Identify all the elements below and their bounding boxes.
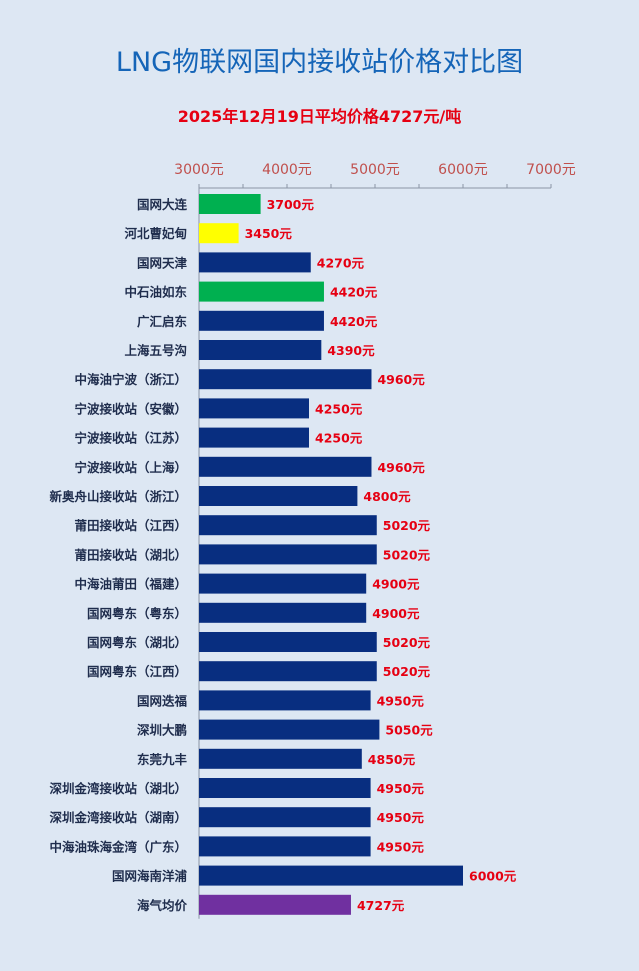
value-label: 4900元	[372, 606, 420, 621]
bar	[199, 194, 261, 214]
value-label: 3700元	[267, 197, 315, 212]
x-tick-label: 5000元	[350, 162, 400, 178]
bar	[199, 223, 239, 244]
category-label: 河北曹妃甸	[124, 226, 187, 241]
bar	[199, 281, 324, 302]
value-label: 4250元	[315, 431, 363, 446]
value-label: 4727元	[357, 898, 405, 913]
bar	[199, 310, 324, 331]
bar	[199, 427, 309, 448]
category-label: 深圳大鹏	[137, 723, 187, 738]
value-label: 4250元	[315, 401, 363, 416]
value-label: 4950元	[377, 810, 425, 825]
bar	[199, 340, 322, 360]
category-label: 莆田接收站（湖北）	[74, 547, 187, 562]
category-label: 中海油莆田（福建）	[74, 577, 187, 592]
value-label: 4800元	[363, 489, 411, 504]
value-label: 4950元	[377, 839, 425, 854]
category-label: 国网迭福	[137, 693, 188, 708]
x-tick-label: 6000元	[438, 162, 488, 178]
value-label: 4900元	[372, 577, 420, 592]
category-label: 国网海南洋浦	[112, 869, 188, 884]
category-label: 国网粤东（湖北）	[87, 635, 187, 650]
value-label: 4950元	[377, 693, 425, 708]
value-label: 4390元	[327, 343, 375, 358]
chart-title: LNG物联网国内接收站价格对比图	[115, 47, 524, 78]
value-label: 4420元	[330, 314, 378, 329]
category-label: 东莞九丰	[137, 752, 188, 767]
bar	[199, 865, 463, 886]
value-label: 4270元	[317, 255, 365, 270]
category-label: 宁波接收站（安徽）	[74, 401, 187, 416]
category-label: 中海油珠海金湾（广东）	[49, 839, 187, 854]
x-tick-label: 3000元	[174, 162, 224, 178]
bar	[199, 515, 377, 536]
bar	[199, 632, 377, 652]
category-label: 国网粤东（粤东）	[87, 606, 187, 621]
category-label: 国网粤东（江西）	[87, 664, 187, 679]
category-label: 深圳金湾接收站（湖北）	[49, 781, 187, 796]
bar	[199, 836, 371, 857]
bar	[199, 807, 371, 828]
category-label: 上海五号沟	[124, 343, 187, 358]
value-label: 5020元	[383, 635, 431, 650]
category-label: 国网天津	[137, 255, 188, 270]
bar	[199, 602, 367, 623]
bar	[199, 544, 377, 565]
value-label: 5020元	[383, 547, 431, 562]
category-label: 宁波接收站（上海）	[74, 460, 187, 475]
category-label: 国网大连	[137, 197, 188, 212]
value-label: 6000元	[469, 869, 517, 884]
category-label: 深圳金湾接收站（湖南）	[49, 810, 187, 825]
bar	[199, 486, 358, 506]
value-label: 5050元	[385, 723, 433, 738]
category-label: 中海油宁波（浙江）	[74, 372, 187, 387]
x-tick-label: 7000元	[526, 162, 576, 178]
value-label: 4420元	[330, 285, 378, 300]
value-label: 3450元	[245, 226, 293, 241]
bar	[199, 661, 377, 682]
value-label: 4960元	[377, 372, 425, 387]
bar	[199, 252, 311, 273]
bar	[199, 398, 309, 419]
bar	[199, 778, 371, 798]
category-label: 中石油如东	[124, 285, 187, 300]
chart-subtitle: 2025年12月19日平均价格4727元/吨	[177, 107, 462, 126]
x-tick-label: 4000元	[262, 162, 312, 178]
bar	[199, 690, 371, 711]
value-label: 5020元	[383, 664, 431, 679]
bar	[199, 748, 362, 769]
bar	[199, 894, 351, 915]
value-label: 5020元	[383, 518, 431, 533]
bar	[199, 719, 380, 740]
category-label: 宁波接收站（江苏）	[74, 431, 187, 446]
category-label: 新奥舟山接收站（浙江）	[49, 489, 187, 504]
value-label: 4950元	[377, 781, 425, 796]
bar	[199, 456, 372, 477]
category-label: 莆田接收站（江西）	[74, 518, 187, 533]
category-label: 海气均价	[137, 898, 188, 913]
value-label: 4960元	[377, 460, 425, 475]
bar	[199, 369, 372, 390]
bar	[199, 573, 367, 594]
category-label: 广汇启东	[137, 314, 188, 329]
value-label: 4850元	[368, 752, 416, 767]
